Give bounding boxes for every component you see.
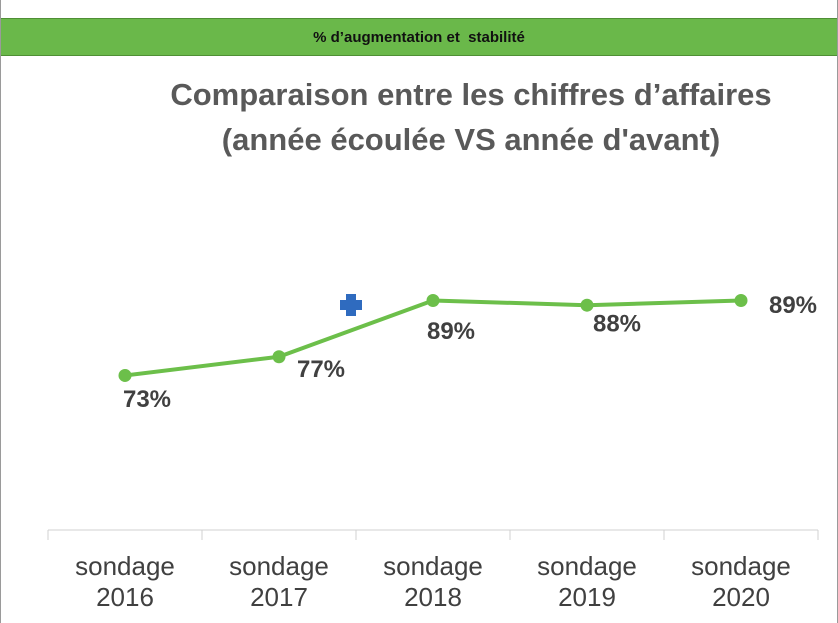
point [580, 298, 594, 312]
x-tick-label: sondage 2017 [229, 551, 329, 612]
x-tick-label: sondage 2019 [537, 551, 637, 612]
data-label: 89% [769, 292, 817, 319]
point [118, 368, 132, 382]
data-label: 88% [593, 311, 641, 338]
data-label: 77% [297, 356, 345, 383]
x-tick-label: sondage 2020 [691, 551, 791, 612]
data-label: 73% [123, 386, 171, 413]
point [734, 294, 748, 308]
x-tick-label: sondage 2018 [383, 551, 483, 612]
x-tick-label: sondage 2016 [75, 551, 175, 612]
data-label: 89% [427, 318, 475, 345]
point [272, 350, 286, 364]
plus-icon [340, 294, 362, 316]
header-bar: % d’augmentation et stabilité [1, 18, 837, 56]
chart-title: Comparaison entre les chiffres d’affaire… [170, 77, 772, 157]
point [426, 294, 440, 308]
